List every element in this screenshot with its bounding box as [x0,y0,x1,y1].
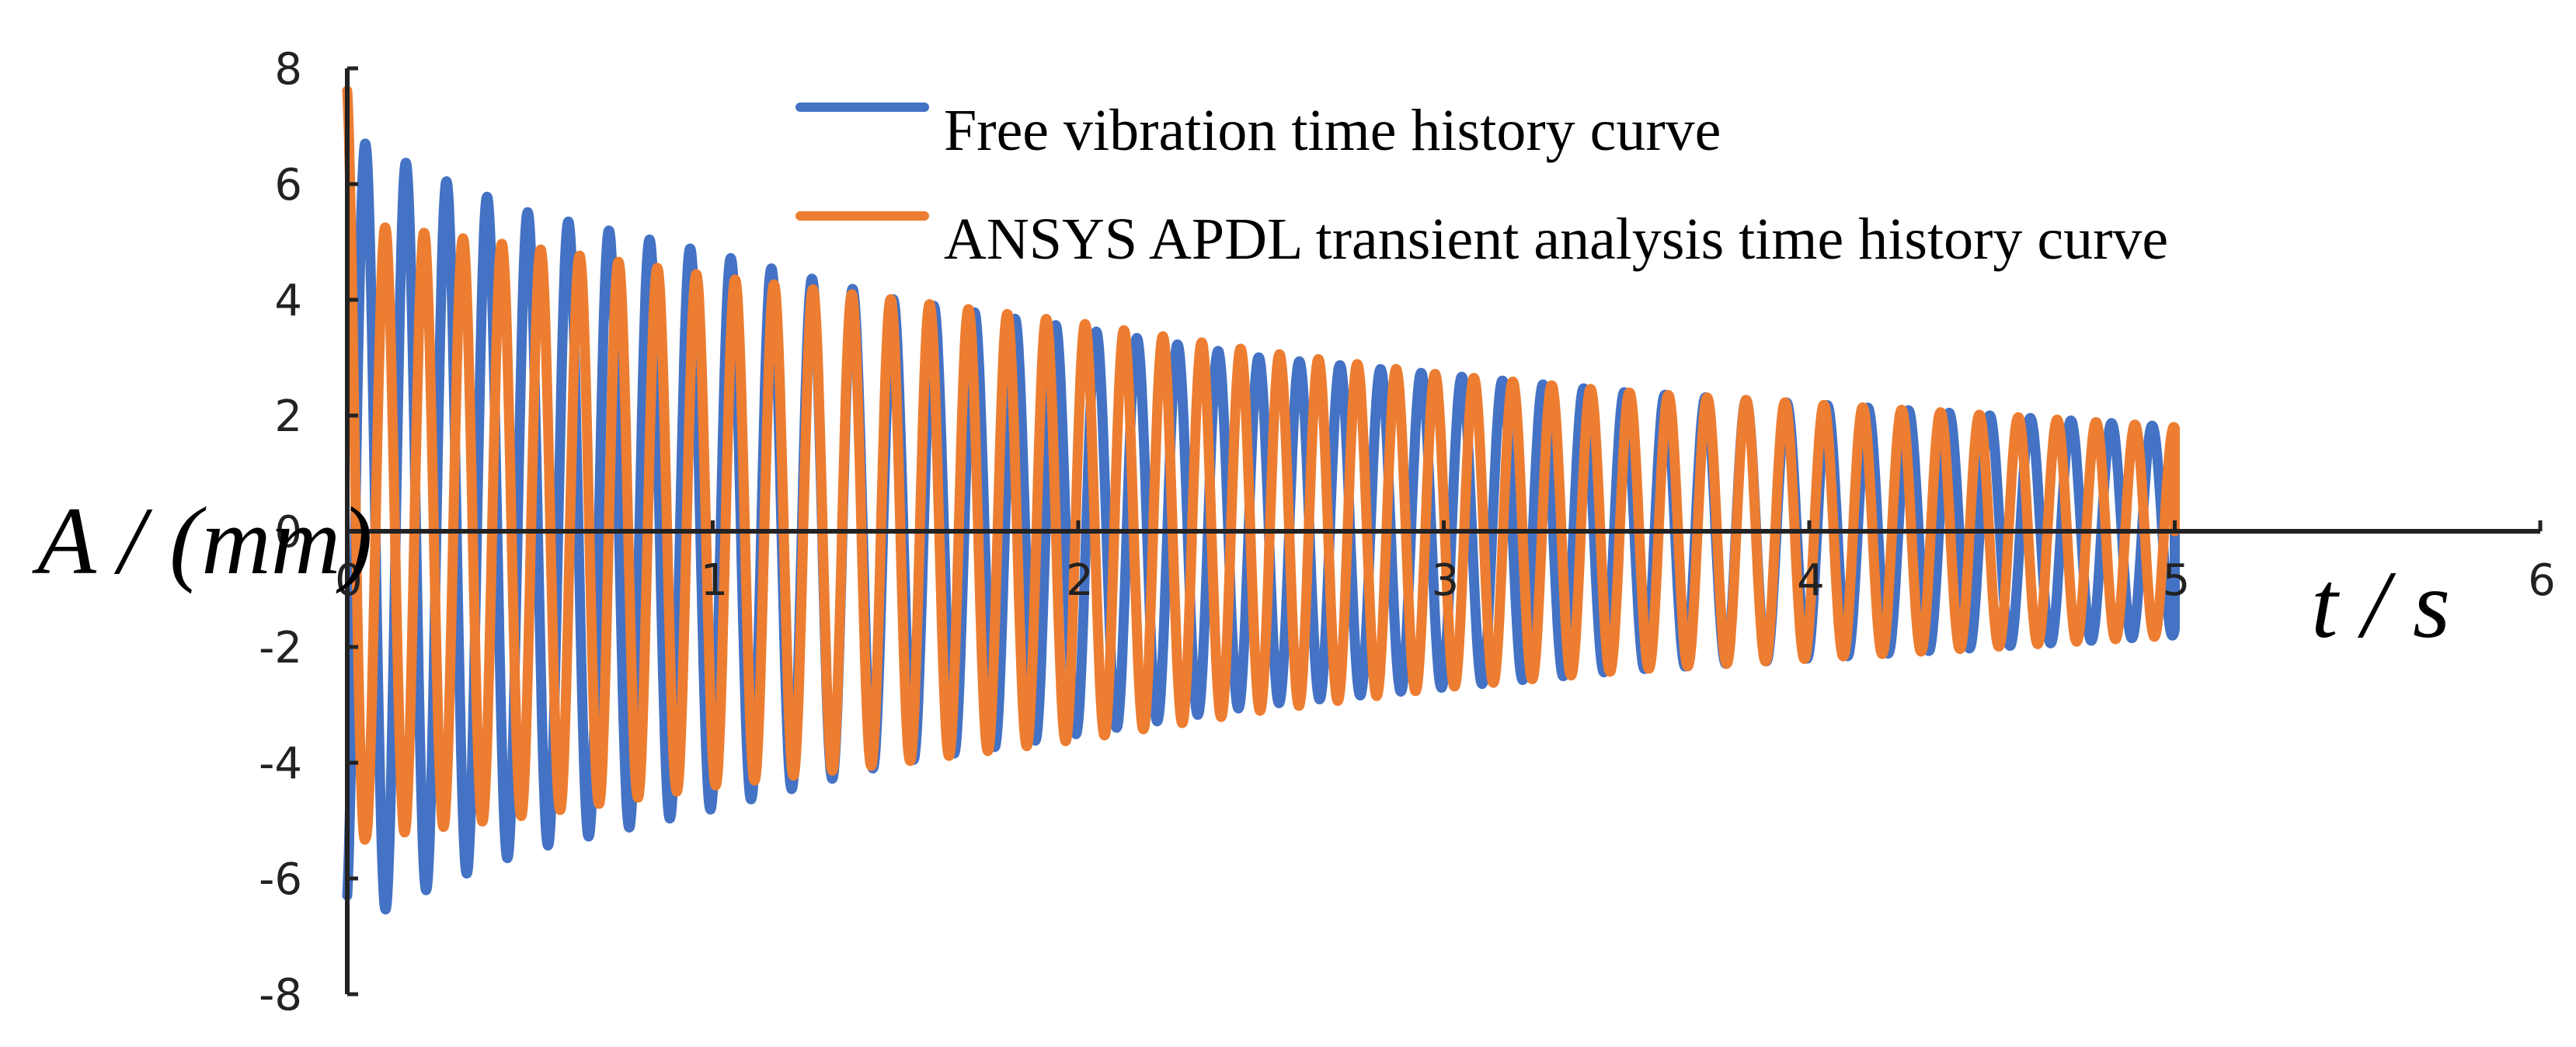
tick-marks [347,66,2543,997]
x-tick-label: 4 [1797,555,1825,606]
y-axis-title: A / (mm) [32,488,373,594]
legend-label-ansys-apdl: ANSYS APDL transient analysis time histo… [944,207,2168,272]
axes-layer: 0 1 2 3 4 5 6 8 6 4 2 0 -2 -4 -6 -8 [259,44,2556,1021]
y-tick-label: 4 [274,276,302,326]
y-tick-label: -2 [259,623,302,673]
x-tick-label: 5 [2163,555,2191,606]
series-line-ansys-apdl [342,85,2180,845]
series-line-free-vibration [342,138,2180,915]
y-tick-label: 6 [274,160,302,210]
x-tick-label: 0 [335,555,363,606]
y-tick-label: 8 [274,44,302,95]
x-axis-title: t / s [2311,551,2450,658]
y-tick-label: -4 [259,739,302,789]
y-tick-label: 2 [274,391,302,442]
tick-labels: 0 1 2 3 4 5 6 8 6 4 2 0 -2 -4 -6 -8 [259,44,2556,1021]
x-tick-label: 1 [701,555,729,606]
y-tick-label: -8 [259,970,302,1021]
x-tick-label: 3 [1432,555,1460,606]
legend: Free vibration time history curve ANSYS … [795,98,2168,272]
y-tick-label: 0 [274,507,302,558]
x-tick-label: 2 [1066,555,1094,606]
series-layer [342,85,2180,915]
legend-label-free-vibration: Free vibration time history curve [944,98,1721,163]
x-tick-label: 6 [2528,555,2556,606]
y-tick-label: -6 [259,854,302,905]
